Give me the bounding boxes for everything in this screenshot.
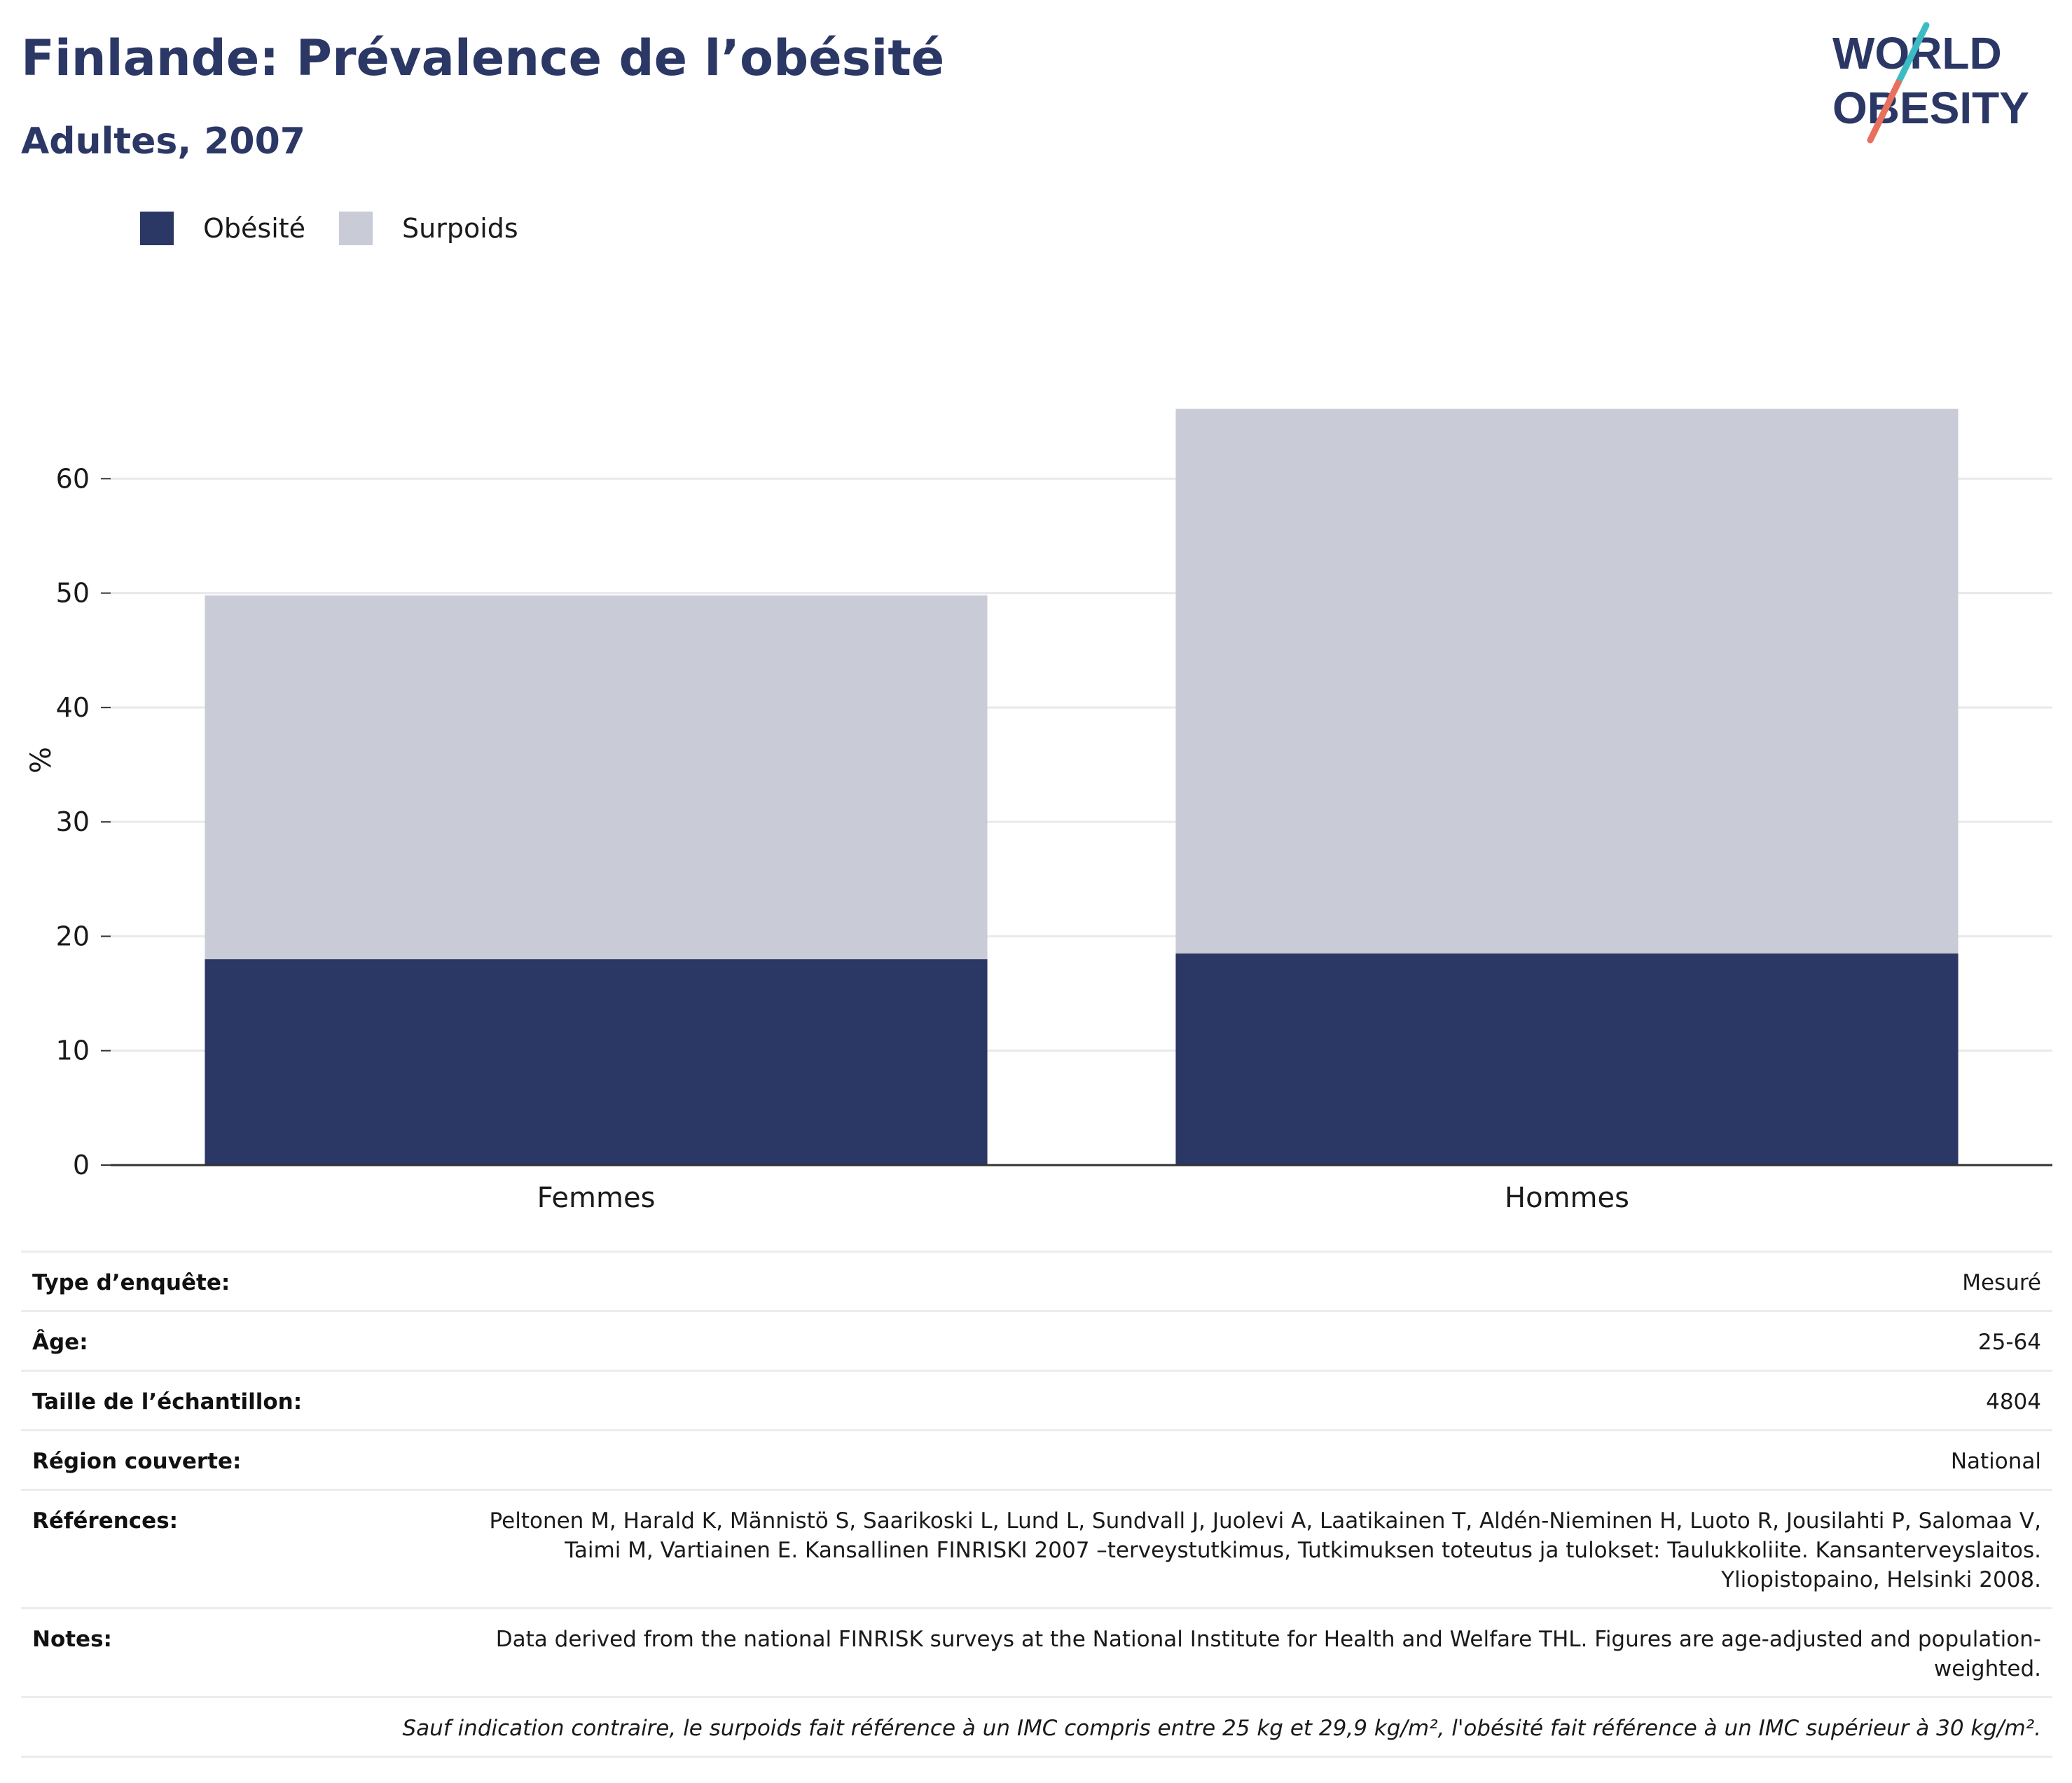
- y-tick-label: 50: [56, 578, 90, 609]
- meta-label: Notes:: [32, 1627, 112, 1652]
- bar-obesity: [205, 959, 988, 1165]
- bar-obesity: [1175, 953, 1959, 1165]
- logo-line-2: OBESITY: [1832, 83, 2029, 133]
- legend-label-obesity: Obésité: [203, 213, 306, 244]
- meta-row-footnote: Sauf indication contraire, le surpoids f…: [21, 1698, 2052, 1758]
- y-axis-label: %: [25, 747, 57, 773]
- y-tick-label: 60: [56, 463, 90, 494]
- meta-value: Data derived from the national FINRISK s…: [495, 1627, 2041, 1681]
- y-tick-label: 40: [56, 692, 90, 723]
- meta-row-region: Région couverte: National: [21, 1431, 2052, 1491]
- y-tick-label: 20: [56, 921, 90, 951]
- meta-value: National: [1950, 1449, 2041, 1474]
- meta-value: 4804: [1986, 1389, 2041, 1414]
- y-tick-label: 0: [73, 1150, 90, 1180]
- x-tick-label: Hommes: [1505, 1182, 1629, 1214]
- meta-label: Région couverte:: [32, 1449, 242, 1474]
- meta-label: Références:: [32, 1508, 179, 1534]
- page-title: Finlande: Prévalence de l’obésité: [21, 29, 945, 87]
- meta-row-survey-type: Type d’enquête: Mesuré: [21, 1253, 2052, 1312]
- survey-metadata-table: Type d’enquête: Mesuré Âge: 25-64 Taille…: [21, 1251, 2052, 1758]
- meta-row-age: Âge: 25-64: [21, 1312, 2052, 1372]
- legend-swatch-obesity: [140, 212, 174, 245]
- meta-value: Mesuré: [1962, 1270, 2041, 1295]
- y-tick-label: 10: [56, 1035, 90, 1066]
- meta-value: Peltonen M, Harald K, Männistö S, Saarik…: [489, 1508, 2041, 1592]
- x-tick-label: Femmes: [537, 1182, 656, 1214]
- logo-slash-bottom: [1867, 79, 1902, 144]
- meta-row-sample-size: Taille de l’échantillon: 4804: [21, 1372, 2052, 1431]
- page-subtitle: Adultes, 2007: [21, 121, 305, 163]
- meta-row-notes: Notes: Data derived from the national FI…: [21, 1609, 2052, 1698]
- legend-swatch-overweight: [339, 212, 373, 245]
- bar-overweight: [1175, 408, 1959, 954]
- logo-slash-top: [1895, 22, 1930, 86]
- meta-label: Âge:: [32, 1330, 88, 1355]
- bar-overweight: [205, 595, 988, 960]
- logo-line-1: WORLD: [1832, 28, 2002, 78]
- legend-label-overweight: Surpoids: [402, 213, 518, 244]
- world-obesity-logo: WORLD OBESITY: [1832, 22, 2029, 144]
- y-tick-label: 30: [56, 806, 90, 837]
- meta-label: Type d’enquête:: [32, 1270, 230, 1295]
- meta-label: Taille de l’échantillon:: [32, 1389, 303, 1414]
- meta-row-references: Références: Peltonen M, Harald K, Männis…: [21, 1491, 2052, 1609]
- stacked-bar-chart: 0 10 20 30 40 50 60% Femmes Hommes: [25, 408, 2052, 1214]
- meta-value: 25-64: [1977, 1330, 2041, 1355]
- footnote-text: Sauf indication contraire, le surpoids f…: [402, 1716, 2041, 1741]
